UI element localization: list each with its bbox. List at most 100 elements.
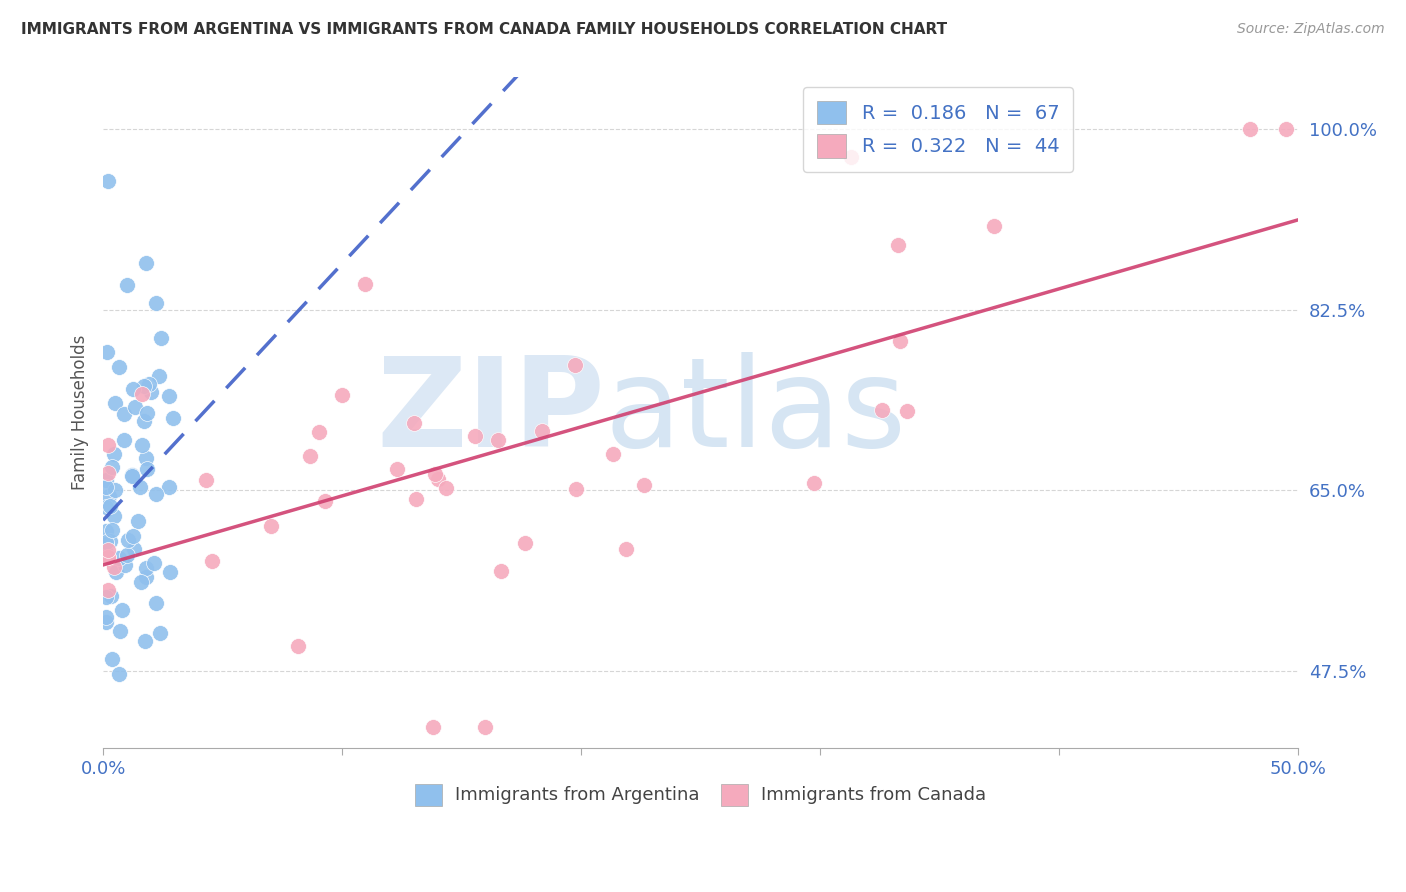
Point [104,483,127,498]
Point [135,256,157,270]
Point [97,543,120,558]
Point [159,565,181,579]
Point [127,514,149,528]
Point [513,535,536,549]
Point [100,534,122,549]
Point [870,403,893,417]
Y-axis label: Family Households: Family Households [72,335,89,491]
Point [1275,122,1298,136]
Point [162,410,184,425]
Point [330,387,353,401]
Point [94,480,117,494]
Point [201,554,224,568]
Point [94,546,117,560]
Point [135,561,157,575]
Point [100,590,122,604]
Point [353,277,375,291]
Point [94,615,117,629]
Point [148,368,170,383]
Point [423,467,446,482]
Text: atlas: atlas [605,352,907,474]
Point [97,466,120,480]
Point [149,331,172,345]
Point [121,469,143,483]
Point [889,334,911,348]
Point [121,467,143,482]
Point [157,389,180,403]
Point [143,556,166,570]
Point [100,651,122,665]
Point [138,376,160,391]
Point [385,462,408,476]
Point [122,382,145,396]
Point [136,406,159,420]
Point [1239,122,1261,136]
Point [103,508,125,523]
Point [97,582,120,597]
Point [434,481,457,495]
Point [404,416,426,430]
Point [122,529,145,543]
Point [157,480,180,494]
Point [94,537,117,551]
Point [124,541,146,556]
Point [136,462,159,476]
Point [287,640,309,654]
Point [100,523,122,537]
Point [565,482,588,496]
Point [124,400,146,414]
Point [96,345,118,359]
Point [112,433,135,447]
Point [564,358,586,372]
Point [314,494,336,508]
Point [896,404,918,418]
Point [129,480,152,494]
Point [96,524,118,538]
Text: ZIP: ZIP [377,352,605,474]
Point [104,396,127,410]
Legend: Immigrants from Argentina, Immigrants from Canada: Immigrants from Argentina, Immigrants fr… [408,776,993,813]
Point [104,565,127,579]
Point [145,296,167,310]
Point [839,150,862,164]
Point [107,360,129,375]
Point [633,478,655,492]
Point [129,575,152,590]
Point [94,474,117,488]
Point [308,425,330,439]
Point [97,550,120,565]
Point [422,720,444,734]
Point [135,450,157,465]
Point [108,667,131,681]
Point [531,424,554,438]
Point [195,474,218,488]
Point [602,447,624,461]
Point [94,610,117,624]
Point [135,570,157,584]
Point [98,489,121,503]
Point [131,437,153,451]
Point [149,625,172,640]
Point [486,433,509,447]
Point [111,603,134,617]
Point [426,471,449,485]
Point [298,449,321,463]
Point [103,447,125,461]
Point [887,238,910,252]
Point [614,541,637,556]
Point [145,487,167,501]
Point [405,491,427,506]
Point [803,476,825,491]
Point [474,720,496,734]
Point [101,459,124,474]
Point [107,551,129,566]
Point [132,414,155,428]
Text: Source: ZipAtlas.com: Source: ZipAtlas.com [1237,22,1385,37]
Point [97,173,120,187]
Text: IMMIGRANTS FROM ARGENTINA VS IMMIGRANTS FROM CANADA FAMILY HOUSEHOLDS CORRELATIO: IMMIGRANTS FROM ARGENTINA VS IMMIGRANTS … [21,22,948,37]
Point [134,634,156,648]
Point [114,558,136,572]
Point [260,518,283,533]
Point [112,407,135,421]
Point [983,219,1005,234]
